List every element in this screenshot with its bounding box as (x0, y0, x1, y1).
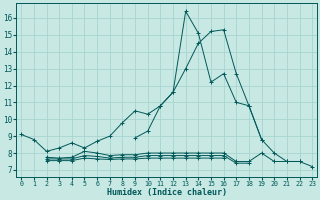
X-axis label: Humidex (Indice chaleur): Humidex (Indice chaleur) (107, 188, 227, 197)
